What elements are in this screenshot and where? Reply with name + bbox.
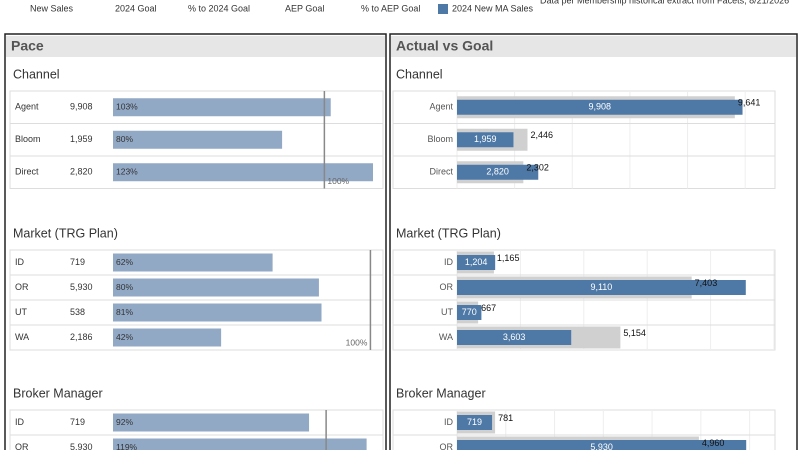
- actual-bar: [457, 440, 747, 450]
- actual-label: 770: [462, 307, 477, 317]
- pace-bar: [113, 98, 331, 117]
- header-note: Data per Membership historical extract f…: [540, 0, 789, 5]
- header-label: % to 2024 Goal: [188, 3, 250, 13]
- goal-label: 667: [481, 303, 496, 313]
- panel-title: Pace: [11, 38, 44, 54]
- header-label: New Sales: [30, 3, 74, 13]
- pace-bar: [113, 278, 319, 297]
- legend-swatch: [438, 4, 448, 14]
- reference-label: 100%: [327, 176, 349, 186]
- row-label: Direct: [15, 167, 39, 177]
- row-label: OR: [15, 282, 29, 292]
- pace-label: 81%: [116, 307, 133, 317]
- actual-bar: [457, 132, 514, 148]
- row-box: [9, 90, 384, 189]
- goal-label: 2,302: [526, 163, 549, 173]
- pace-bar: [113, 163, 373, 182]
- goal-label: 9,641: [738, 98, 761, 108]
- section-title: Channel: [13, 67, 60, 81]
- actual-bar: [457, 164, 539, 180]
- row-label: OR: [15, 442, 29, 450]
- actual-bar: [457, 415, 493, 430]
- actual-label: 9,110: [590, 282, 612, 292]
- goal-label: 5,154: [623, 328, 646, 338]
- row-label: ID: [444, 257, 454, 267]
- section-title: Broker Manager: [13, 386, 103, 400]
- count-label: 538: [70, 307, 85, 317]
- actual-bar: [457, 305, 482, 320]
- actual-label: 9,908: [588, 102, 611, 112]
- row-label: WA: [15, 332, 29, 342]
- row-label: OR: [440, 442, 454, 450]
- section-title: Broker Manager: [396, 386, 486, 400]
- reference-label: 100%: [346, 337, 368, 347]
- actual-label: 1,204: [465, 257, 488, 267]
- pace-bar: [113, 253, 273, 272]
- count-label: 1,959: [70, 134, 93, 144]
- actual-label: 1,959: [474, 134, 497, 144]
- row-label: OR: [440, 282, 454, 292]
- pace-label: 123%: [116, 167, 138, 177]
- count-label: 2,186: [70, 332, 93, 342]
- count-label: 719: [70, 417, 85, 427]
- actual-bar: [457, 99, 743, 115]
- header-label: % to AEP Goal: [361, 3, 420, 13]
- section-title: Market (TRG Plan): [13, 226, 118, 240]
- row-label: UT: [441, 307, 453, 317]
- row-label: ID: [15, 417, 25, 427]
- panel-title: Actual vs Goal: [396, 38, 493, 54]
- row-label: Direct: [429, 167, 453, 177]
- row-label: Agent: [15, 102, 39, 112]
- goal-label: 1,165: [497, 253, 520, 263]
- pace-label: 119%: [116, 442, 138, 450]
- pace-label: 80%: [116, 282, 133, 292]
- pace-bar: [113, 413, 310, 432]
- actual-label: 5,930: [590, 442, 613, 450]
- count-label: 5,930: [70, 442, 93, 450]
- pace-bar: [113, 130, 283, 149]
- header-label: AEP Goal: [285, 3, 324, 13]
- actual-title-bar: [391, 36, 796, 57]
- count-label: 5,930: [70, 282, 93, 292]
- actual-label: 3,603: [503, 332, 526, 342]
- row-label: Bloom: [427, 134, 453, 144]
- row-label: Agent: [429, 102, 453, 112]
- goal-label: 2,446: [530, 130, 553, 140]
- pace-bar: [113, 303, 322, 322]
- pace-label: 42%: [116, 332, 133, 342]
- section-title: Channel: [396, 67, 443, 81]
- row-label: WA: [439, 332, 453, 342]
- section-title: Market (TRG Plan): [396, 226, 501, 240]
- pace-label: 103%: [116, 102, 138, 112]
- pace-title-bar: [6, 36, 385, 57]
- pace-label: 80%: [116, 134, 133, 144]
- actual-bar: [457, 280, 746, 295]
- count-label: 719: [70, 257, 85, 267]
- count-label: 2,820: [70, 167, 93, 177]
- header-label: 2024 Goal: [115, 3, 157, 13]
- actual-bar: [457, 330, 572, 345]
- pace-bar: [113, 438, 367, 450]
- goal-label: 4,960: [702, 438, 725, 448]
- row-label: UT: [15, 307, 27, 317]
- pace-bar: [113, 328, 222, 347]
- goal-label: 7,403: [695, 278, 718, 288]
- actual-bar: [457, 255, 496, 270]
- count-label: 9,908: [70, 102, 93, 112]
- goal-label: 781: [498, 413, 513, 423]
- pace-label: 62%: [116, 257, 133, 267]
- row-box: [392, 90, 776, 189]
- actual-label: 2,820: [486, 167, 509, 177]
- row-label: Bloom: [15, 134, 41, 144]
- row-label: ID: [15, 257, 25, 267]
- legend-label: 2024 New MA Sales: [452, 3, 534, 13]
- row-label: ID: [444, 417, 454, 427]
- pace-label: 92%: [116, 417, 133, 427]
- actual-label: 719: [467, 417, 482, 427]
